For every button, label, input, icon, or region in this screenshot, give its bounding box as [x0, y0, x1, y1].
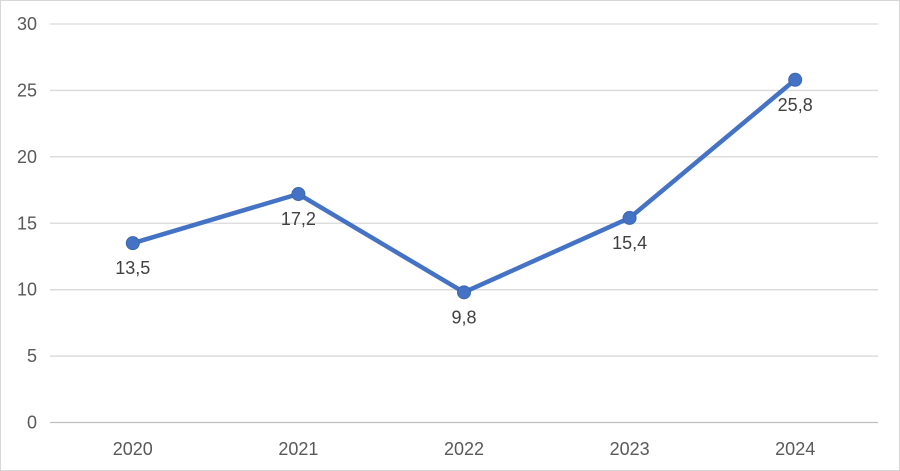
gridlines	[50, 23, 878, 424]
x-tick-label: 2023	[610, 439, 650, 459]
data-point-marker-2022	[457, 285, 471, 300]
data-point-marker-2021	[291, 187, 306, 202]
x-tick-label: 2021	[278, 439, 318, 459]
data-label-2023: 15,4	[612, 233, 647, 253]
data-label-2020: 13,5	[115, 258, 150, 278]
data-point-markers	[125, 72, 803, 300]
y-tick-label: 15	[17, 213, 37, 233]
data-labels: 13,5 17,2 9,8 15,4 25,8	[115, 95, 812, 328]
y-axis-tick-labels: 0 5 10 15 20 25 30	[17, 14, 37, 433]
data-label-2024: 25,8	[778, 95, 813, 115]
y-tick-label: 10	[17, 280, 37, 300]
y-tick-label: 25	[17, 80, 37, 100]
data-label-2022: 9,8	[451, 307, 476, 327]
series-line	[130, 77, 798, 295]
data-label-2021: 17,2	[281, 209, 316, 229]
data-point-marker-2023	[622, 210, 637, 225]
y-tick-label: 30	[17, 14, 37, 34]
y-tick-label: 5	[27, 346, 37, 366]
x-tick-label: 2020	[113, 439, 153, 459]
data-point-marker-2024	[788, 72, 803, 87]
data-point-marker-2020	[125, 236, 140, 251]
x-axis-category-labels: 2020 2021 2022 2023 2024	[113, 439, 815, 459]
y-tick-label: 0	[27, 413, 37, 433]
y-tick-label: 20	[17, 147, 37, 167]
x-tick-label: 2022	[444, 439, 484, 459]
x-tick-label: 2024	[775, 439, 815, 459]
